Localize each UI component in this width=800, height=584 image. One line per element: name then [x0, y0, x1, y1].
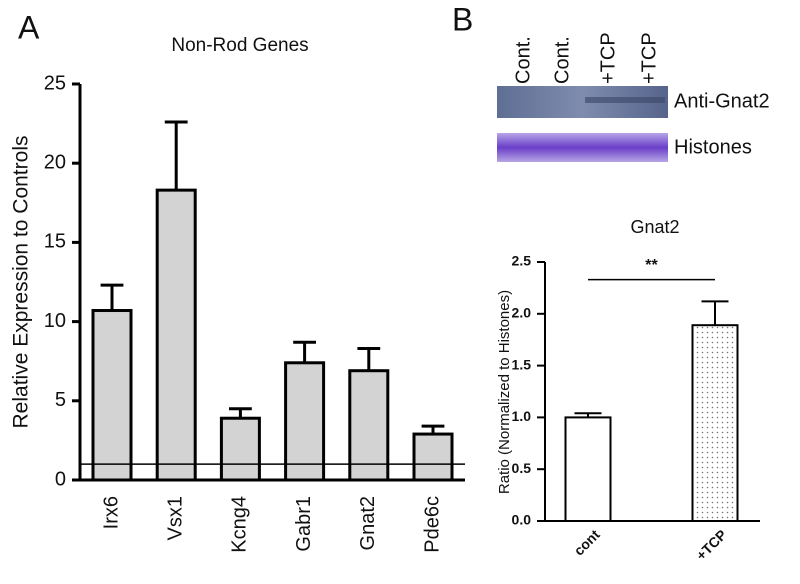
- bar: [691, 324, 739, 523]
- bar: [284, 361, 326, 482]
- blot-band: [497, 133, 668, 162]
- x-tick-label: Gnat2: [357, 496, 379, 550]
- bar: [219, 416, 261, 482]
- x-tick-label: Pde6c: [421, 496, 443, 553]
- lane-label: Cont.: [551, 36, 573, 84]
- y-axis-label: Ratio (Normalized to Histones): [496, 290, 513, 494]
- y-tick-label: 0.5: [512, 460, 532, 476]
- bar: [564, 416, 612, 522]
- x-tick-label: Kcng4: [229, 496, 251, 553]
- y-tick-label: 1.0: [512, 408, 532, 424]
- lane-label: +TCP: [638, 32, 660, 84]
- y-axis-label: Relative Expression to Controls: [10, 136, 33, 429]
- bar: [412, 432, 454, 482]
- chart-title: Gnat2: [630, 217, 679, 237]
- y-tick-label: 2.5: [512, 253, 532, 269]
- significance-label: **: [645, 257, 658, 274]
- panel-label: A: [18, 9, 40, 45]
- lane-label: +TCP: [597, 32, 619, 84]
- x-tick-label: Gabr1: [293, 496, 315, 552]
- panel-label: B: [452, 1, 473, 37]
- y-tick-label: 15: [44, 231, 66, 253]
- y-tick-label: 10: [44, 310, 66, 332]
- y-tick-label: 1.5: [512, 356, 532, 372]
- lane-label: Cont.: [512, 36, 534, 84]
- bar: [155, 188, 197, 482]
- x-tick-label: Irx6: [100, 496, 122, 529]
- y-tick-label: 0: [55, 468, 66, 490]
- x-tick-label: Vsx1: [164, 496, 186, 540]
- x-tick-label: +TCP: [693, 526, 730, 563]
- y-tick-label: 25: [44, 72, 66, 94]
- blot-band: [585, 97, 665, 103]
- y-tick-label: 2.0: [512, 305, 532, 321]
- bar: [91, 309, 133, 482]
- chart-title: Non-Rod Genes: [171, 35, 308, 56]
- blot-row-label: Histones: [674, 136, 752, 158]
- y-tick-label: 0.0: [512, 512, 532, 528]
- blot-row-label: Anti-Gnat2: [674, 90, 770, 112]
- y-tick-label: 20: [44, 151, 66, 173]
- y-tick-label: 5: [55, 389, 66, 411]
- x-tick-label: cont: [571, 526, 603, 558]
